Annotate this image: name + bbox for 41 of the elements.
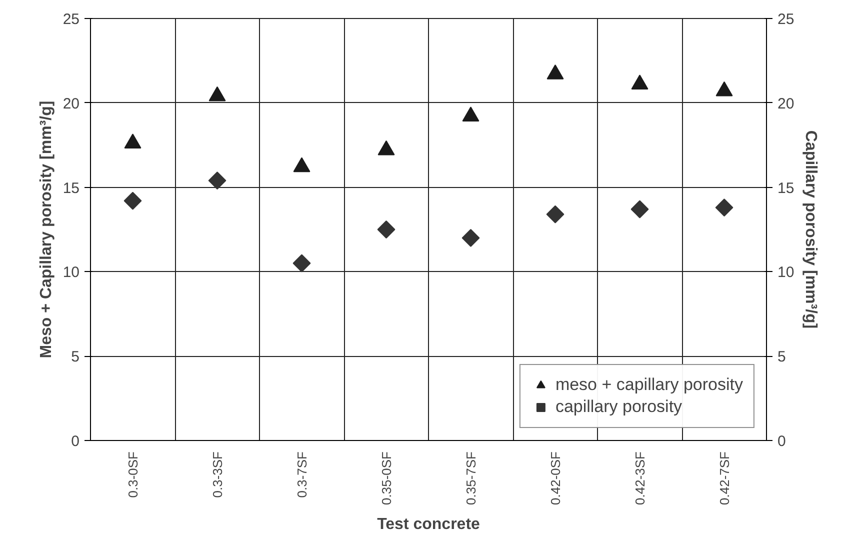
point [546,64,564,80]
y2-tick-label: 10 [778,264,794,282]
y-axis-title: Meso + Capillary porosity [mm³/g] [38,100,55,358]
point [208,172,226,190]
x-tick-label: 0.42-3SF [632,451,648,505]
point [630,200,649,218]
y2-tick-label: 15 [778,180,794,197]
y2-tick-label: 5 [778,348,786,366]
point [716,81,733,96]
y-tick-label: 5 [71,348,80,366]
y-tick-label: 10 [62,264,80,282]
y2-tick-label: 25 [778,11,794,28]
x-tick-label: 0.3-7SF [294,451,310,498]
point [124,134,142,149]
point [631,74,648,90]
x-tick-label: 0.3-0SF [125,451,140,498]
x-tick-label: 0.42-7SF [716,451,732,505]
x-tick-label: 0.35-0SF [378,451,394,505]
y2-tick-label: 20 [778,95,794,112]
y-tick-label: 20 [62,95,80,112]
y-tick-label: 15 [62,180,80,197]
x-tick-label: 0.3-3SF [210,451,225,498]
legend-label: meso + capillary porosity [555,375,743,395]
y-tick-label: 0 [71,433,80,450]
point [293,157,310,172]
y2-tick-label: 0 [778,433,786,450]
x-tick-label: 0.42-0SF [548,451,563,505]
point [462,106,480,122]
point [208,86,226,102]
point [715,198,734,217]
point [546,205,564,224]
y2-axis-title: Capillary porosity [mm³/g] [802,130,820,329]
legend-label: capillary porosity [555,397,682,417]
x-axis-title: Test concrete [377,516,480,533]
point [462,228,480,247]
point [124,192,142,210]
x-tick-label: 0.35-7SF [463,451,478,505]
point [377,220,396,238]
point [292,254,311,272]
point [378,140,395,156]
y-tick-label: 25 [62,11,80,28]
